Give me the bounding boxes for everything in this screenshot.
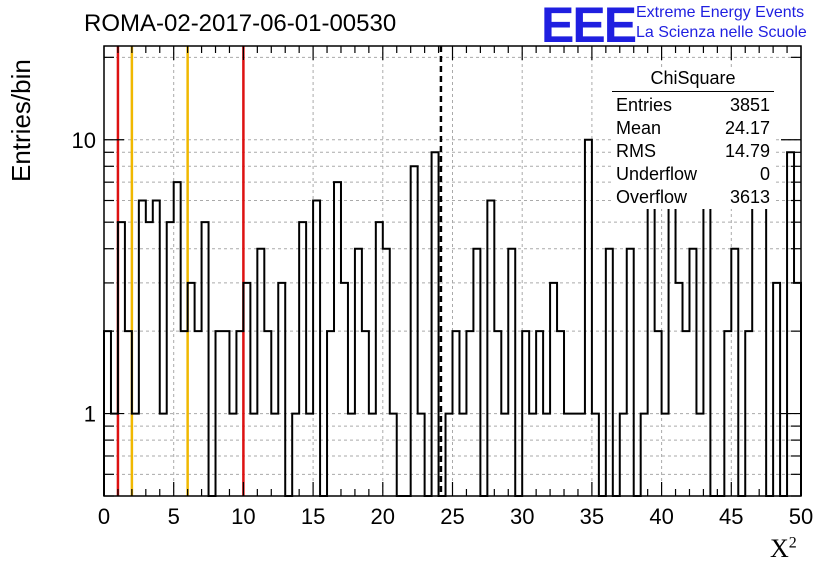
x-tick-label: 15 <box>301 504 325 529</box>
x-tick-label: 20 <box>371 504 395 529</box>
eee-logo-line2: La Scienza nelle Scuole <box>636 24 807 41</box>
stats-row-overflow: Overflow 3613 <box>612 186 774 209</box>
x-tick-label: 30 <box>510 504 534 529</box>
stats-label: Entries <box>616 95 673 115</box>
stats-value: 0 <box>759 164 770 184</box>
stats-label: Mean <box>616 118 662 138</box>
eee-logo: EEE <box>541 0 637 53</box>
x-tick-label: 35 <box>580 504 604 529</box>
x-tick-label: 5 <box>168 504 180 529</box>
stats-value: 24.17 <box>724 118 770 138</box>
stats-value: 14.79 <box>724 141 770 161</box>
stats-row-entries: Entries 3851 <box>612 94 774 117</box>
eee-logo-line1: Extreme Energy Events <box>636 4 805 21</box>
x-tick-label: 10 <box>231 504 255 529</box>
stats-label: RMS <box>616 141 656 161</box>
x-tick-label: 40 <box>649 504 673 529</box>
stats-row-mean: Mean 24.17 <box>612 117 774 140</box>
stats-row-underflow: Underflow 0 <box>612 163 774 186</box>
x-tick-label: 50 <box>789 504 813 529</box>
x-axis-label: X2 <box>770 534 797 564</box>
y-tick-label: 1 <box>84 402 96 427</box>
x-tick-label: 25 <box>440 504 464 529</box>
stats-value: 3613 <box>729 187 770 207</box>
y-tick-label: 10 <box>72 128 96 153</box>
stats-value: 3851 <box>729 95 770 115</box>
histogram-series <box>103 127 802 497</box>
x-tick-label: 45 <box>719 504 743 529</box>
x-axis-label-superscript: 2 <box>788 534 797 552</box>
y-axis-label: Entries/bin <box>6 59 36 182</box>
stats-label: Underflow <box>616 164 698 184</box>
stats-box: ChiSquare Entries 3851 Mean 24.17 RMS 14… <box>612 68 774 209</box>
x-tick-label: 0 <box>98 504 110 529</box>
stats-row-rms: RMS 14.79 <box>612 140 774 163</box>
x-axis-label-base: X <box>770 534 789 563</box>
stats-title: ChiSquare <box>612 68 774 92</box>
run-title: ROMA-02-2017-06-01-00530 <box>84 10 397 37</box>
stats-label: Overflow <box>616 187 688 207</box>
